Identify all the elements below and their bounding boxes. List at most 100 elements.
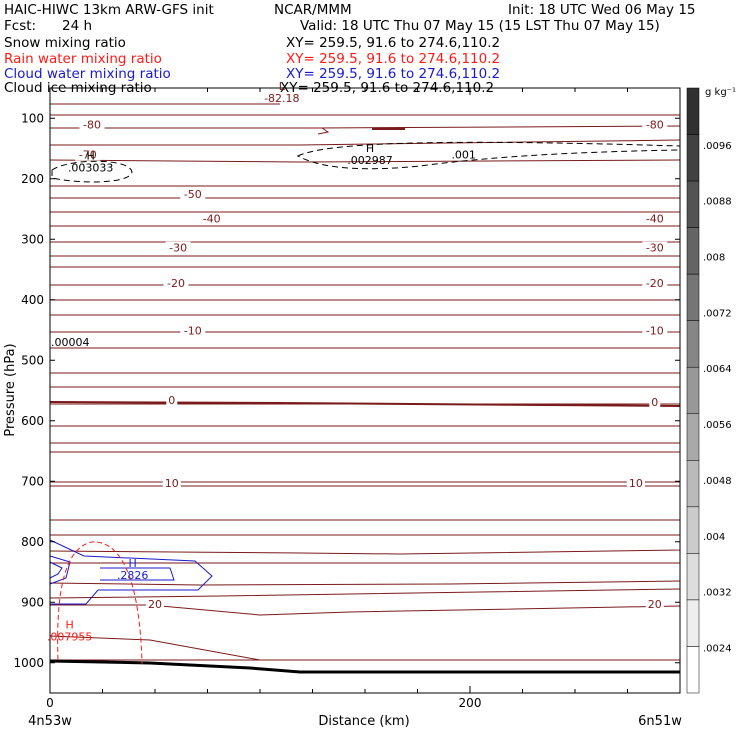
colorbar-tick-label: .0056 — [703, 420, 732, 431]
forecast-hour: 24 h — [62, 18, 93, 34]
temp-label-bg — [146, 598, 164, 611]
y-tick-label: 100 — [21, 111, 44, 125]
x-tick-label: 200 — [459, 696, 482, 710]
extremum-value: .2826 — [117, 569, 149, 582]
isotherm-line — [49, 635, 680, 661]
y-tick-label: 1000 — [13, 656, 44, 670]
colorbar-tick-label: .008 — [703, 253, 725, 264]
colorbar-tick-label: .0048 — [703, 476, 732, 487]
temp-label: -80 — [646, 118, 664, 131]
temp-label: -40 — [646, 213, 664, 226]
field-xy-snow: XY= 259.5, 91.6 to 274.6,110.2 — [286, 35, 501, 51]
x-axis-label: Distance (km) — [318, 714, 409, 729]
extremum-value: .007955 — [47, 631, 93, 644]
temp-label: -80 — [83, 118, 101, 131]
field-xy-cloud-water: XY= 259.5, 91.6 to 274.6,110.2 — [286, 66, 501, 82]
colorbar-tick-label: .0024 — [703, 643, 732, 654]
temp-label-bg — [166, 394, 178, 407]
model-title: HAIC-HIWC 13km ARW-GFS init — [4, 2, 214, 18]
temp-label: -30 — [646, 242, 664, 255]
valid-time: Valid: 18 UTC Thu 07 May 15 (15 LST Thu … — [300, 18, 660, 34]
temp-label-bg — [626, 477, 645, 490]
forecast-label: Fcst: — [4, 18, 37, 34]
org-label: NCAR/MMM — [274, 2, 352, 18]
field-name-snow: Snow mixing ratio — [4, 35, 126, 51]
temp-label-bg — [642, 324, 668, 337]
temp-label-bg — [165, 241, 191, 254]
isotherm-line — [50, 604, 681, 616]
temp-label: 10 — [165, 477, 179, 490]
temp-label: 10 — [629, 477, 643, 490]
colorbar-units: g kg⁻¹ — [705, 87, 736, 98]
contour-value-labels: .001 .00004 — [51, 149, 476, 350]
temp-label-bg — [642, 276, 668, 289]
contour-label: .00004 — [51, 336, 90, 349]
y-tick-label: 500 — [21, 353, 44, 367]
tropopause-wiggle — [317, 127, 330, 135]
temp-label-bg — [199, 212, 225, 225]
extremum-letter: H — [66, 619, 74, 632]
colorbar-swatch — [686, 460, 700, 508]
cloud-water-contour-core — [100, 567, 175, 581]
colorbar-swatch — [686, 366, 700, 415]
x-tick-label: 0 — [46, 696, 54, 710]
cloud-water-contour-inner — [49, 555, 71, 585]
isotherm-line — [49, 528, 681, 555]
colorbar-swatch — [686, 599, 700, 647]
plot-frame — [49, 87, 681, 694]
colorbar-swatch — [686, 646, 700, 694]
temp-label-bg — [79, 118, 105, 131]
temp-label: 20 — [148, 598, 162, 611]
y-tick-label: 400 — [21, 293, 44, 307]
extremum-value: .002987 — [347, 154, 393, 167]
temp-label-bg — [180, 324, 206, 337]
y-tick-label: 900 — [21, 595, 44, 609]
colorbar-tick-label: .004 — [703, 532, 725, 543]
y-tick-label: 200 — [21, 172, 44, 186]
temp-label: -40 — [203, 213, 221, 226]
temp-label-bg — [645, 598, 664, 611]
contour-label: .001 — [451, 149, 476, 162]
temp-label-bg — [180, 187, 206, 200]
x-start-label: 4n53w — [28, 714, 72, 729]
field-xy-rain: XY= 259.5, 91.6 to 274.6,110.2 — [286, 51, 501, 67]
isotherm-line — [49, 401, 681, 407]
temp-label: -50 — [184, 188, 202, 201]
colorbar: .0096 .0088 .008 .0072 .0064 .0056 .0048 .004 .0… — [686, 87, 732, 694]
y-tick-label: 800 — [21, 535, 44, 549]
cloud-ice-contour-left — [51, 160, 133, 183]
temp-label-bg — [642, 118, 668, 131]
isotherm-line — [50, 125, 681, 129]
terrain-line — [49, 659, 680, 674]
isotherm-line — [50, 139, 681, 146]
temp-label: -20 — [167, 277, 185, 290]
colorbar-tick-label: .0096 — [703, 141, 732, 152]
colorbar-swatch — [686, 506, 700, 554]
cloud-ice-contour — [296, 141, 681, 170]
temp-label: -20 — [646, 277, 664, 290]
extremum-letter: H — [87, 150, 95, 163]
temp-label: -10 — [184, 325, 202, 338]
temp-label: 0 — [651, 396, 658, 409]
y-tick-label: 700 — [21, 474, 44, 488]
temp-label-bg — [75, 148, 101, 161]
colorbar-tick-label: .0032 — [703, 588, 732, 599]
colorbar-swatch — [686, 180, 700, 228]
extremum-letter: H — [366, 142, 374, 155]
x-end-label: 6n51w — [638, 714, 682, 729]
temp-label-bg — [163, 276, 189, 289]
temp-label-bg — [649, 395, 661, 408]
extremum-value: -82.18 — [264, 92, 299, 105]
temp-label-bg — [642, 212, 668, 225]
y-tick-label: 600 — [21, 414, 44, 428]
isotherm-line — [49, 580, 681, 586]
temp-label: -10 — [646, 325, 664, 338]
colorbar-swatch — [686, 320, 700, 368]
temp-label-bg — [162, 477, 181, 490]
extremum-letter: H — [129, 557, 137, 570]
colorbar-swatch — [686, 413, 700, 461]
y-tick-label: 300 — [21, 232, 44, 246]
